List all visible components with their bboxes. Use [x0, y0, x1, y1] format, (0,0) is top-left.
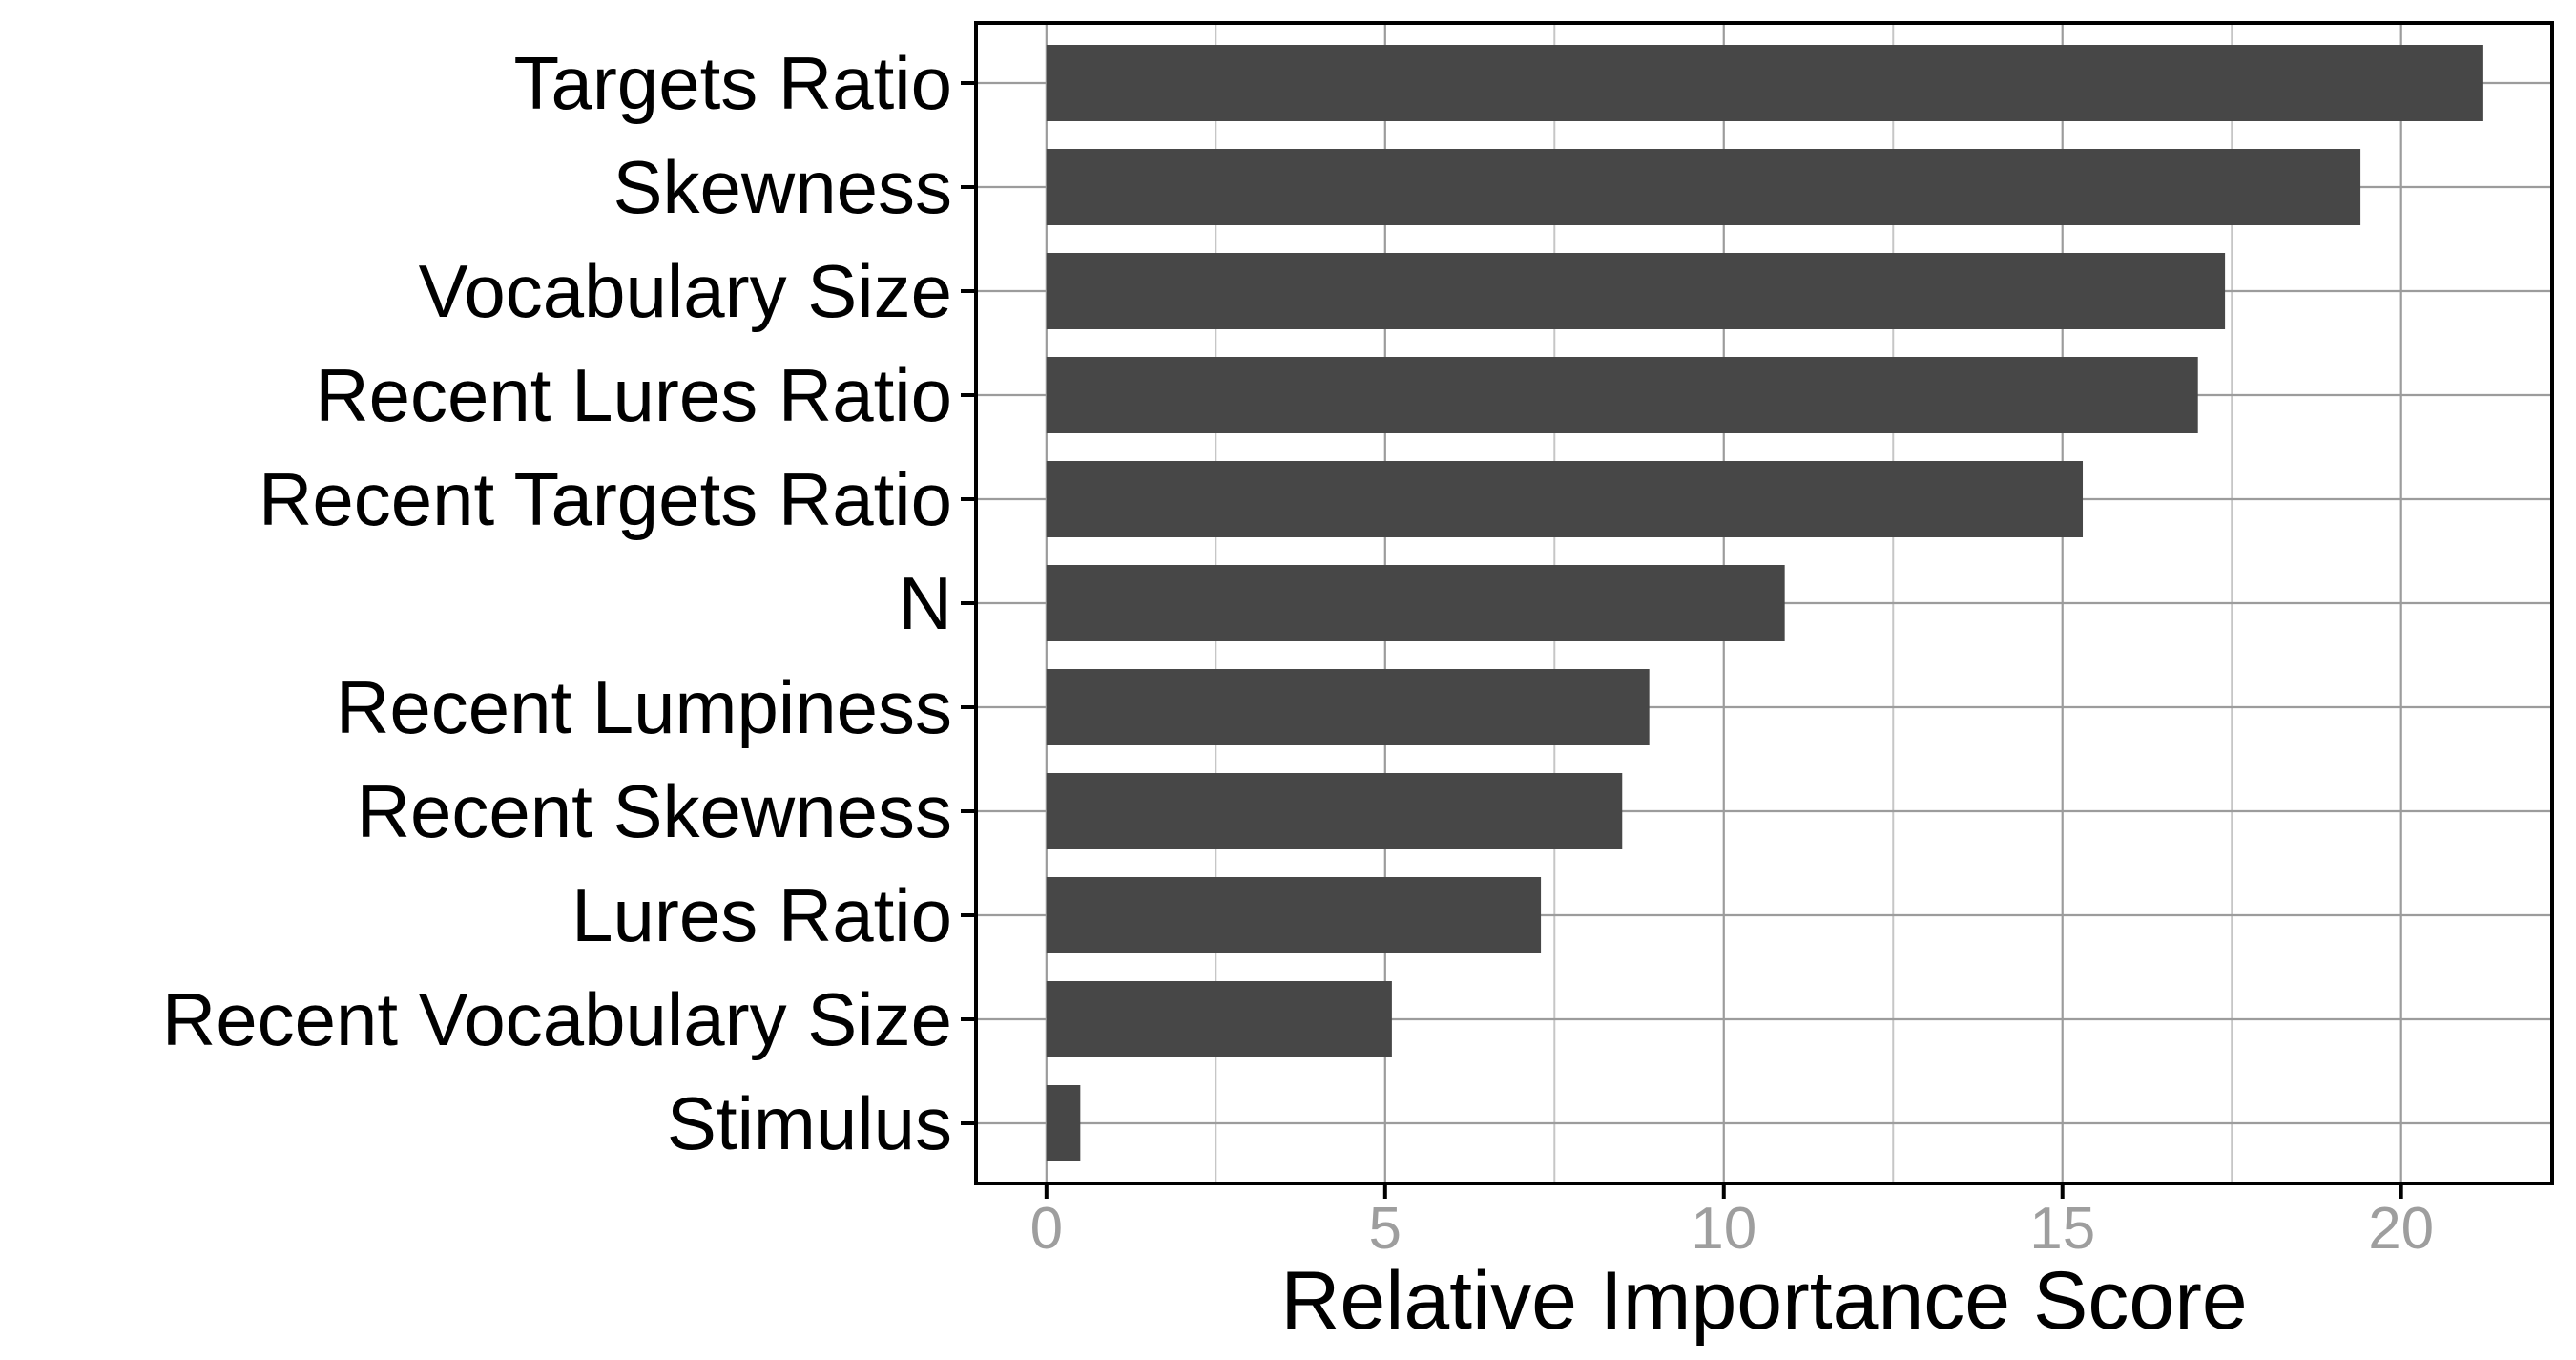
- category-label: Skewness: [613, 145, 953, 229]
- bar-vocabulary-size: [1046, 253, 2226, 329]
- bar-recent-lures-ratio: [1046, 357, 2198, 433]
- bar-n: [1046, 565, 1785, 641]
- category-label: Recent Lures Ratio: [315, 353, 952, 437]
- category-label: Lures Ratio: [571, 873, 952, 957]
- category-label: Recent Skewness: [357, 769, 952, 853]
- x-tick-label: 15: [2029, 1196, 2095, 1262]
- category-label: N: [899, 561, 952, 645]
- bar-recent-lumpiness: [1046, 669, 1650, 745]
- category-label: Recent Lumpiness: [336, 665, 952, 749]
- category-label: Vocabulary Size: [419, 249, 952, 333]
- bar-targets-ratio: [1046, 45, 2483, 121]
- bar-skewness: [1046, 149, 2361, 225]
- x-tick-label: 0: [1030, 1196, 1063, 1262]
- bar-recent-targets-ratio: [1046, 461, 2084, 537]
- bar-recent-vocabulary-size: [1046, 981, 1392, 1057]
- bar-stimulus: [1046, 1085, 1081, 1161]
- category-label: Recent Vocabulary Size: [162, 977, 952, 1061]
- x-axis-title: Relative Importance Score: [1280, 1255, 2247, 1347]
- category-label: Stimulus: [667, 1081, 952, 1165]
- category-label: Recent Targets Ratio: [259, 457, 952, 541]
- bar-lures-ratio: [1046, 877, 1542, 953]
- bar-recent-skewness: [1046, 773, 1623, 849]
- x-tick-label: 5: [1369, 1196, 1402, 1262]
- category-label: Targets Ratio: [513, 41, 952, 125]
- x-tick-label: 20: [2368, 1196, 2434, 1262]
- x-tick-label: 10: [1691, 1196, 1756, 1262]
